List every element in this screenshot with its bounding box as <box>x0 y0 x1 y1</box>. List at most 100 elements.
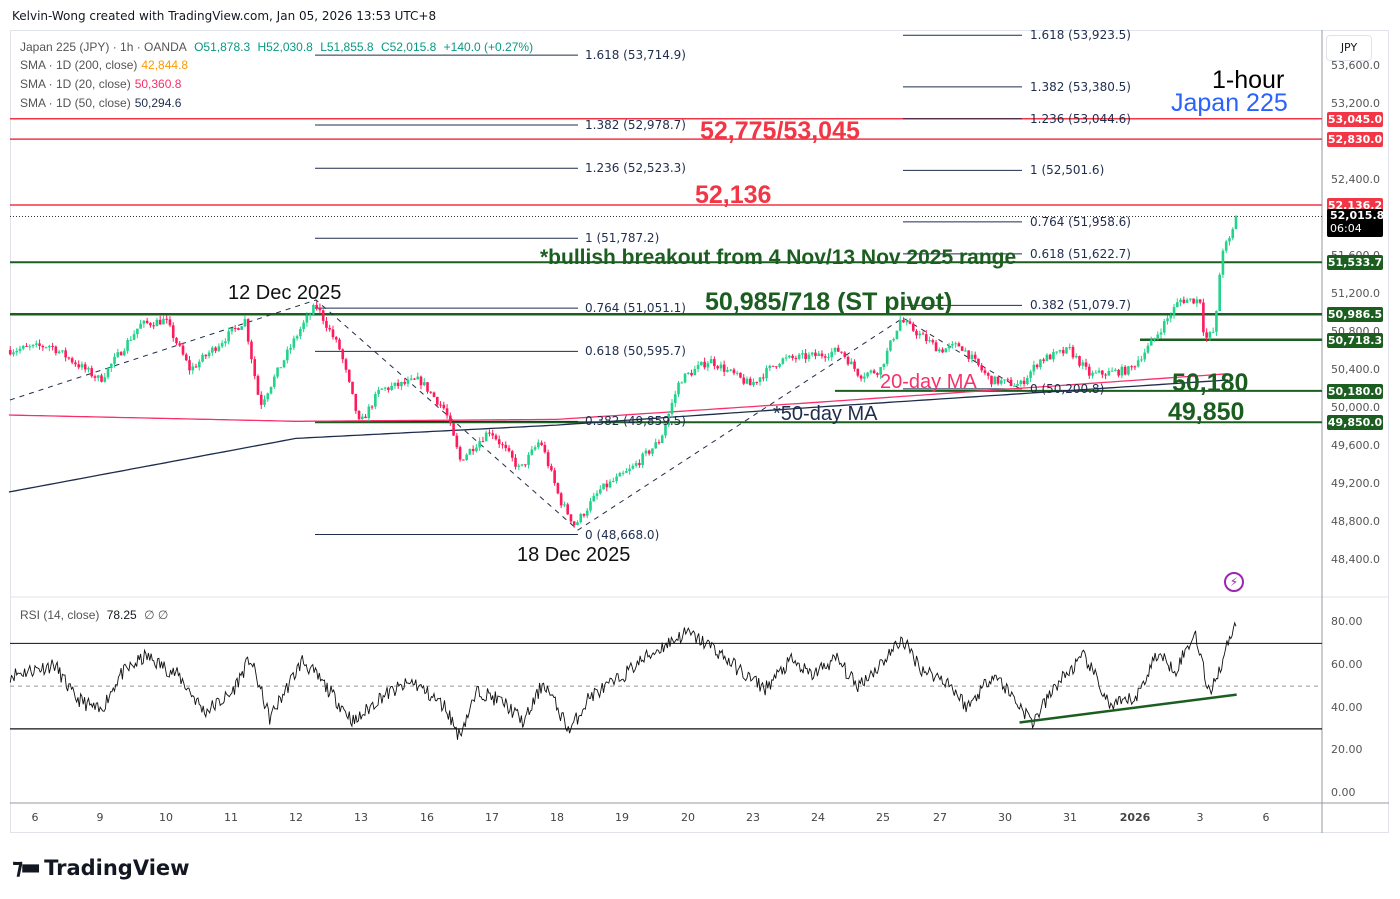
ohlc-low: L51,855.8 <box>320 40 374 54</box>
time-tick-label: 11 <box>224 811 238 824</box>
candle <box>638 463 641 465</box>
fib-left-label: 1.236 (52,523.3) <box>585 161 686 176</box>
candle <box>1045 354 1049 361</box>
candle <box>673 394 677 403</box>
candle <box>400 381 403 387</box>
candle <box>947 345 951 349</box>
candle <box>178 343 182 346</box>
candle <box>820 353 824 357</box>
candle <box>1218 274 1221 311</box>
price-tick-label: 50,800.0 <box>1331 325 1380 338</box>
candle <box>439 404 442 406</box>
price-tick-label: 50,400.0 <box>1331 363 1380 376</box>
symbol-name[interactable]: Japan 225 (JPY) · 1h · OANDA <box>20 40 187 54</box>
candle <box>742 377 746 384</box>
candle <box>667 413 671 426</box>
candle <box>843 352 847 357</box>
candle <box>869 370 873 373</box>
candle <box>1029 371 1032 378</box>
sma20-value: 50,360.8 <box>134 77 182 91</box>
tradingview-logo-icon: ⁊▬ <box>12 855 41 880</box>
candle <box>1058 350 1062 352</box>
candle <box>44 347 48 349</box>
candle <box>1176 302 1179 308</box>
candle <box>924 334 928 342</box>
candle <box>8 350 12 355</box>
candle <box>149 323 152 326</box>
candle <box>1211 331 1215 333</box>
candle <box>921 333 925 335</box>
candle <box>755 381 759 383</box>
candle <box>726 369 729 372</box>
candle <box>1074 356 1078 358</box>
rsi-legend[interactable]: RSI (14, close) 78.25 ∅ ∅ <box>20 608 172 622</box>
fib-right-label: 1 (52,501.6) <box>1030 163 1105 178</box>
candle <box>859 375 863 379</box>
candle <box>462 459 465 461</box>
symbol-legend: Japan 225 (JPY) · 1h · OANDA O51,878.3 H… <box>20 40 537 54</box>
candle <box>1140 359 1143 361</box>
candles <box>8 215 1238 528</box>
candle <box>354 393 358 411</box>
candle <box>1019 380 1023 385</box>
candle <box>1169 315 1173 319</box>
candle <box>289 347 292 350</box>
candle <box>1189 298 1192 300</box>
candle <box>126 340 129 351</box>
candle <box>863 376 866 379</box>
candle <box>1009 379 1013 386</box>
fib-right-label: 0.764 (51,958.6) <box>1030 214 1131 229</box>
candle <box>827 357 830 359</box>
candle <box>973 354 977 359</box>
candle <box>263 399 266 405</box>
time-tick-label: 2026 <box>1119 811 1151 824</box>
candle <box>1071 346 1075 358</box>
candle <box>491 433 495 436</box>
candle <box>168 319 172 326</box>
candle <box>993 376 997 385</box>
currency-button[interactable]: JPY <box>1326 35 1372 61</box>
candle <box>576 522 579 526</box>
candle <box>1022 380 1026 384</box>
price-badge: 53,045.0 <box>1327 111 1383 127</box>
candle <box>132 334 136 340</box>
tradingview-logo[interactable]: ⁊▬ TradingView <box>12 855 190 880</box>
candle <box>1159 332 1163 335</box>
candle <box>572 521 576 526</box>
sma20-legend[interactable]: SMA · 1D (20, close) 50,360.8 <box>20 77 185 91</box>
candle <box>1117 369 1120 376</box>
candle <box>28 346 32 348</box>
candle <box>1136 360 1140 367</box>
candle <box>41 345 45 348</box>
sma50-legend[interactable]: SMA · 1D (50, close) 50,294.6 <box>20 96 185 110</box>
price-tick-label: 49,200.0 <box>1331 477 1380 490</box>
candle <box>184 354 188 361</box>
candle <box>344 359 348 370</box>
candle <box>644 450 648 454</box>
candle <box>608 481 612 488</box>
candle <box>775 366 778 368</box>
candle <box>807 354 811 360</box>
candle <box>227 331 230 342</box>
candle <box>960 346 964 351</box>
candle <box>980 365 984 371</box>
price-tick-label: 53,200.0 <box>1331 97 1380 110</box>
candle <box>250 341 253 360</box>
candle <box>21 345 25 349</box>
sma200-legend[interactable]: SMA · 1D (200, close) 42,844.8 <box>20 58 192 72</box>
candle <box>347 369 351 382</box>
candle <box>426 382 429 392</box>
candle <box>328 327 332 330</box>
candle <box>181 345 185 355</box>
lightning-icon[interactable]: ⚡ <box>1224 572 1244 592</box>
candle <box>80 364 84 368</box>
candle <box>331 329 335 338</box>
fib-right-label: 1.236 (53,044.6) <box>1030 111 1131 126</box>
candle <box>1198 299 1202 303</box>
candle <box>735 372 739 374</box>
rsi-tick-label: 40.00 <box>1331 700 1363 714</box>
candle <box>540 442 543 446</box>
candle <box>879 367 882 375</box>
candle <box>370 406 374 408</box>
